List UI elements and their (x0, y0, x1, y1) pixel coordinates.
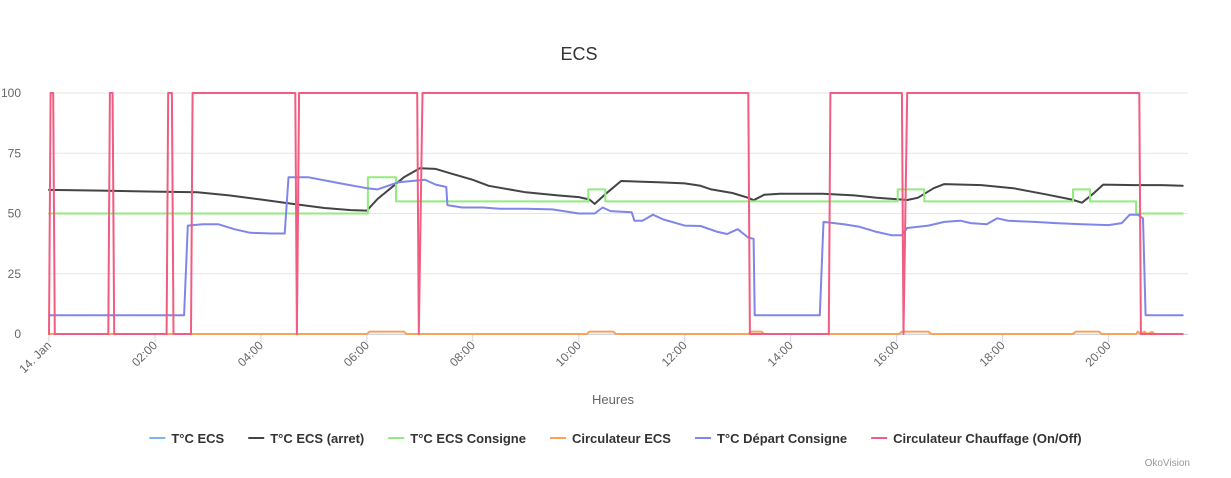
x-tick-label: 18:00 (977, 338, 1008, 369)
x-tick-label: 10:00 (553, 338, 584, 369)
x-tick-label: 04:00 (235, 338, 266, 369)
legend-label: T°C ECS (171, 431, 224, 446)
chart-title: ECS (560, 44, 597, 64)
credits: OkoVision (1145, 458, 1190, 469)
legend-item[interactable]: Circulateur Chauffage (On/Off) (871, 431, 1082, 446)
x-tick-label: 08:00 (447, 338, 478, 369)
legend-label: T°C Départ Consigne (717, 431, 847, 446)
x-tick-label: 06:00 (341, 338, 372, 369)
series-line-1 (48, 167, 1184, 212)
x-axis-ticks: 14. Jan 02:00 04:00 06:00 08:00 10:00 12:00 14:… (16, 334, 1114, 376)
series-line-3 (48, 330, 1184, 335)
y-tick-label: 75 (8, 146, 22, 160)
legend-item[interactable]: T°C ECS (arret) (248, 431, 364, 446)
legend-item[interactable]: T°C Départ Consigne (694, 431, 847, 446)
x-tick-label: 16:00 (871, 338, 902, 369)
legend-item[interactable]: T°C ECS Consigne (388, 431, 526, 446)
legend-label: T°C ECS (arret) (270, 431, 364, 446)
series-line-5 (48, 92, 1184, 335)
y-tick-label: 50 (8, 207, 22, 221)
legend-label: T°C ECS Consigne (410, 431, 526, 446)
legend-item[interactable]: Circulateur ECS (549, 431, 671, 446)
x-tick-label: 02:00 (129, 338, 160, 369)
y-tick-label: 0 (14, 327, 21, 341)
legend: T°C ECS T°C ECS (arret) T°C ECS Consigne Ci… (149, 431, 1082, 446)
y-tick-label: 25 (8, 267, 22, 281)
x-axis-title: Heures (592, 392, 634, 407)
series-line-4 (48, 176, 1184, 317)
x-tick-label: 12:00 (659, 338, 690, 369)
legend-label: Circulateur Chauffage (On/Off) (893, 431, 1082, 446)
series-line-2 (48, 176, 1184, 215)
y-tick-label: 100 (1, 86, 21, 100)
legend-item[interactable]: T°C ECS (149, 431, 225, 446)
x-tick-label: 14:00 (765, 338, 796, 369)
plot-area (48, 92, 1184, 335)
legend-label: Circulateur ECS (572, 431, 671, 446)
x-tick-label: 20:00 (1083, 338, 1114, 369)
y-axis-ticks: 0 25 50 75 100 (1, 86, 21, 341)
x-tick-label: 14. Jan (16, 338, 54, 376)
